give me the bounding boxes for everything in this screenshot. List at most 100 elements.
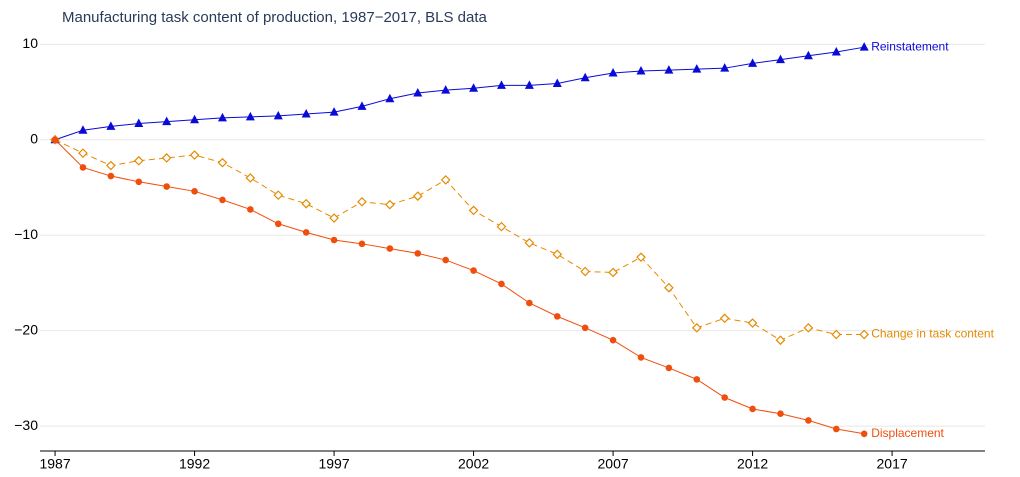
point <box>719 313 730 324</box>
point <box>526 299 533 307</box>
point <box>496 221 507 232</box>
x-tick-label: 2012 <box>737 456 768 472</box>
point <box>664 282 674 293</box>
point <box>665 364 673 372</box>
y-tick-label: −20 <box>14 321 38 337</box>
point <box>219 196 226 204</box>
point <box>302 229 310 236</box>
y-tick-label: 0 <box>30 130 38 146</box>
point <box>358 240 366 248</box>
point <box>524 238 535 248</box>
point <box>134 118 144 128</box>
point <box>609 336 617 344</box>
point <box>441 85 451 94</box>
x-tick-label: 2002 <box>458 456 489 472</box>
legend-label: Displacement <box>871 426 944 440</box>
point <box>301 109 311 118</box>
point <box>470 267 477 274</box>
point <box>636 252 646 263</box>
x-tick-label: 1992 <box>179 456 210 472</box>
point <box>245 173 256 183</box>
point <box>190 114 200 124</box>
point <box>860 430 868 438</box>
point <box>608 267 618 278</box>
point <box>498 280 505 288</box>
point <box>191 188 198 195</box>
point <box>133 155 144 166</box>
point <box>469 83 479 92</box>
point <box>803 322 814 333</box>
point <box>691 322 702 333</box>
point <box>442 256 449 264</box>
point <box>162 116 172 126</box>
point <box>273 110 283 120</box>
point <box>721 394 728 401</box>
point <box>664 65 674 74</box>
point <box>637 354 645 361</box>
point <box>386 245 394 252</box>
point <box>608 67 618 77</box>
point <box>859 329 870 340</box>
x-tick-label: 1997 <box>318 456 349 472</box>
point <box>552 78 562 87</box>
point <box>78 125 88 134</box>
point <box>357 101 367 110</box>
chart-title: Manufacturing task content of production… <box>62 9 488 26</box>
point <box>831 329 842 340</box>
point <box>107 172 115 180</box>
point <box>440 175 451 185</box>
x-tick-label: 2007 <box>598 456 629 472</box>
point <box>189 150 200 160</box>
point <box>135 178 143 186</box>
point <box>553 313 561 320</box>
y-tick-label: 10 <box>22 35 38 51</box>
point <box>274 220 282 228</box>
series-line <box>54 46 865 141</box>
point <box>693 376 701 383</box>
point <box>273 190 284 200</box>
point <box>163 183 170 190</box>
y-tick-label: −10 <box>14 226 38 242</box>
series-line <box>54 139 865 341</box>
point <box>106 121 116 130</box>
point <box>329 107 339 116</box>
point <box>748 58 758 67</box>
point <box>217 157 228 168</box>
point <box>412 191 423 201</box>
point <box>217 112 227 122</box>
point <box>247 206 254 213</box>
legend-label: Change in task content <box>871 327 994 341</box>
point <box>385 93 395 103</box>
point <box>51 136 59 144</box>
point <box>775 54 785 64</box>
point <box>413 88 423 97</box>
point <box>832 425 840 433</box>
point <box>805 417 812 424</box>
series-line <box>54 139 865 435</box>
point <box>245 111 255 121</box>
point <box>524 80 534 89</box>
point <box>775 335 786 346</box>
point <box>692 64 702 73</box>
point <box>580 266 591 277</box>
point <box>777 410 784 418</box>
point <box>552 249 563 260</box>
x-tick-label: 1987 <box>39 456 70 472</box>
x-tick-label: 2017 <box>877 456 908 472</box>
point <box>859 42 869 51</box>
point <box>78 148 88 158</box>
point <box>329 213 339 223</box>
point <box>720 63 730 72</box>
point <box>580 72 590 82</box>
point <box>79 164 87 171</box>
point <box>385 199 395 210</box>
point <box>414 250 422 257</box>
point <box>161 153 172 163</box>
point <box>357 196 367 207</box>
point <box>301 198 312 209</box>
point <box>636 66 646 75</box>
point <box>749 405 756 413</box>
point <box>468 205 479 216</box>
point <box>496 80 506 89</box>
